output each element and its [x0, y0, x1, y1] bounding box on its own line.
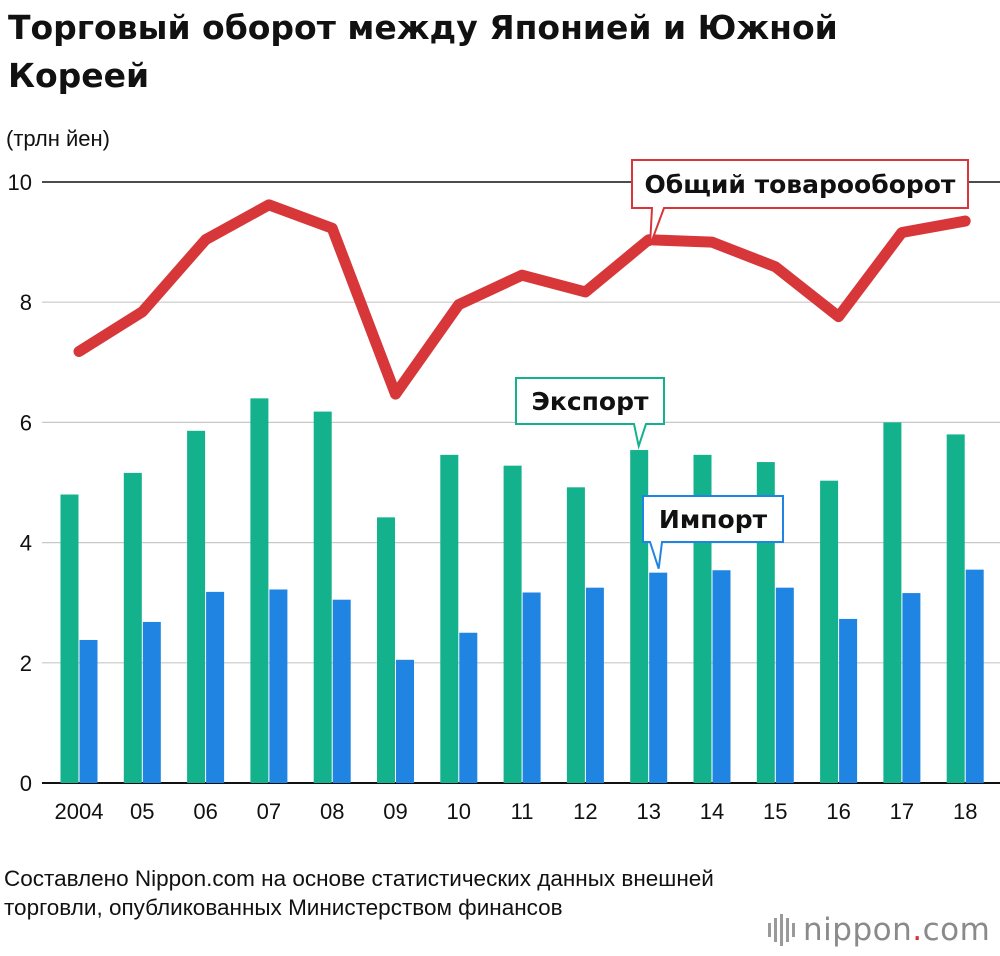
- callout-export-box: [515, 377, 665, 450]
- y-axis-unit-label: (трлн йен): [6, 126, 110, 151]
- bar-import-16: [839, 618, 858, 783]
- x-tick-label: 16: [826, 799, 850, 824]
- total-point-05: [140, 309, 145, 314]
- bar-export-18: [946, 434, 965, 783]
- chart-title: Торговый оборот между Японией и Южной Ко…: [8, 8, 838, 95]
- x-tick-label: 17: [890, 799, 914, 824]
- callout-export: Экспорт: [515, 377, 665, 450]
- total-point-06: [203, 237, 208, 242]
- callout-total: Общий товарооборот: [631, 159, 969, 247]
- bars: [60, 398, 984, 783]
- total-point-14: [710, 240, 714, 245]
- y-tick-label: 2: [20, 651, 32, 676]
- bar-import-11: [522, 592, 541, 783]
- x-tick-label: 06: [193, 799, 217, 824]
- total-point-07: [266, 202, 271, 207]
- bar-export-05: [123, 472, 142, 783]
- x-tick-label: 12: [573, 799, 597, 824]
- x-tick-label: 13: [636, 799, 660, 824]
- x-tick-label: 10: [447, 799, 471, 824]
- x-tick-label: 07: [257, 799, 281, 824]
- x-axis-ticks: 2004 05 06 07 08 09 10 11 12 13 14 15 16 17 18: [55, 799, 978, 824]
- bar-export-2004: [60, 494, 79, 783]
- source-note: Составлено Nippon.com на основе статисти…: [4, 866, 714, 920]
- bar-import-10: [459, 632, 478, 783]
- trade-chart: 0 2 4 6 8 10 2004 05 06 07 08 09 10 11 12 13 14 15 16 17 18…: [8, 159, 1000, 824]
- bar-export-17: [883, 422, 902, 783]
- bar-import-05: [142, 621, 161, 783]
- total-point-16: [836, 314, 841, 319]
- x-tick-label: 18: [953, 799, 977, 824]
- bar-import-18: [965, 569, 984, 783]
- logo-dot: .: [912, 912, 923, 948]
- y-axis-ticks: 0 2 4 6 8 10: [8, 170, 32, 796]
- bar-import-06: [206, 591, 225, 783]
- nippon-logo: nippon.com: [768, 910, 990, 950]
- y-tick-label: 0: [20, 771, 32, 796]
- callout-import-label: Импорт: [659, 505, 768, 534]
- x-tick-label: 15: [763, 799, 787, 824]
- x-tick-label: 11: [511, 799, 534, 824]
- bar-export-09: [377, 517, 395, 783]
- total-line-group: [73, 199, 971, 400]
- bar-export-11: [503, 465, 522, 783]
- x-tick-label: 2004: [55, 799, 104, 824]
- total-point-17: [899, 230, 904, 235]
- total-point-10: [456, 302, 461, 307]
- total-point-09: [393, 392, 398, 397]
- y-tick-label: 10: [8, 170, 32, 195]
- bar-export-07: [250, 398, 269, 783]
- callouts: Общий товарооборот Экспорт Импорт: [515, 159, 969, 569]
- bar-import-13: [649, 572, 668, 783]
- logo-mark-icon: [768, 914, 795, 946]
- callout-import-box: [642, 495, 784, 569]
- total-point-08: [330, 226, 335, 231]
- bar-import-14: [712, 570, 731, 783]
- bar-export-06: [187, 430, 206, 783]
- bar-import-2004: [79, 639, 98, 783]
- bar-import-12: [585, 587, 604, 783]
- total-point-18: [963, 219, 968, 224]
- y-tick-label: 6: [20, 410, 32, 435]
- x-tick-label: 05: [130, 799, 154, 824]
- x-tick-label: 09: [383, 799, 407, 824]
- bar-import-07: [269, 589, 288, 783]
- callout-import: Импорт: [642, 495, 784, 569]
- callout-total-box: [631, 159, 969, 247]
- bar-export-12: [566, 487, 585, 783]
- y-tick-label: 8: [20, 290, 32, 315]
- total-point-11: [520, 273, 525, 278]
- total-point-12: [583, 289, 588, 294]
- bar-import-15: [775, 587, 794, 783]
- bar-import-09: [396, 659, 414, 783]
- logo-name: nippon: [803, 912, 913, 948]
- callout-total-label: Общий товарооборот: [645, 170, 956, 199]
- bar-import-08: [332, 599, 351, 783]
- x-tick-label: 14: [700, 799, 724, 824]
- bar-export-16: [820, 480, 839, 783]
- total-point-15: [773, 264, 778, 269]
- x-tick-label: 08: [320, 799, 344, 824]
- bar-import-17: [902, 593, 921, 783]
- callout-export-label: Экспорт: [532, 387, 649, 416]
- y-tick-label: 4: [20, 531, 32, 556]
- total-point-2004: [77, 349, 81, 354]
- bar-export-08: [313, 411, 332, 783]
- total-trade-line: [73, 199, 971, 400]
- logo-suffix: com: [922, 912, 991, 948]
- bar-export-10: [440, 454, 459, 783]
